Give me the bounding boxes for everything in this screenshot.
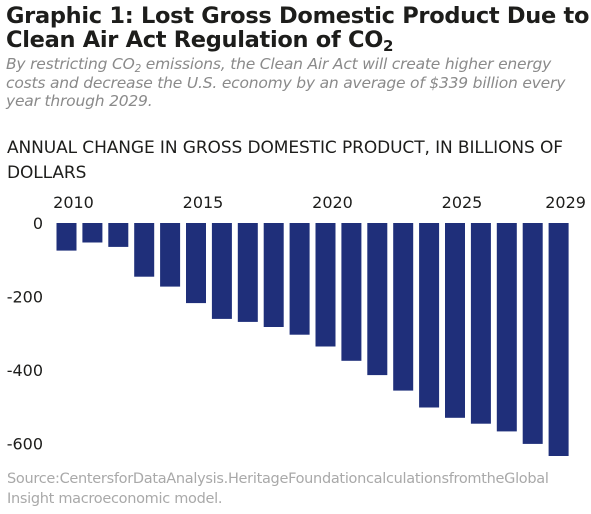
bar-2013 (134, 223, 155, 277)
y-tick-label: -400 (7, 361, 43, 380)
x-tick-label: 2015 (183, 193, 224, 212)
bar-2010 (56, 223, 77, 251)
bar-2019 (289, 223, 310, 335)
chart-subtitle: By restricting CO2 emissions, the Clean … (6, 55, 566, 110)
y-tick-label: 0 (33, 214, 43, 233)
x-tick-label: 2025 (442, 193, 483, 212)
y-axis-label: ANNUAL CHANGE IN GROSS DOMESTIC PRODUCT,… (7, 138, 563, 183)
chart-title: Graphic 1: Lost Gross Domestic Product D… (6, 3, 590, 55)
bar-2014 (160, 223, 181, 287)
bar-2024 (419, 223, 440, 408)
bar-2017 (237, 223, 258, 322)
bar-2015 (186, 223, 206, 304)
x-tick-label: 2020 (312, 193, 353, 212)
bar-2011 (82, 223, 103, 243)
bar-2026 (470, 223, 491, 424)
x-tick-label: 2029 (545, 193, 586, 212)
source-note: Source:CentersforDataAnalysis.HeritageFo… (7, 471, 549, 507)
bar-2023 (393, 223, 414, 391)
bar-2012 (108, 223, 129, 247)
bar-2029 (548, 223, 569, 456)
bar-2021 (341, 223, 362, 361)
bar-2022 (367, 223, 388, 376)
bar-2020 (315, 223, 336, 347)
bar-2025 (445, 223, 465, 418)
bar-chart: 0 -200 -400 -600 2010 2015 2020 2025 2029 (7, 193, 586, 456)
x-tick-label: 2010 (53, 193, 94, 212)
bar-2027 (496, 223, 517, 432)
y-tick-label: -200 (7, 288, 43, 307)
bar-2018 (263, 223, 284, 327)
bar-2028 (522, 223, 543, 444)
bar-2016 (211, 223, 232, 319)
y-tick-label: -600 (7, 435, 43, 454)
